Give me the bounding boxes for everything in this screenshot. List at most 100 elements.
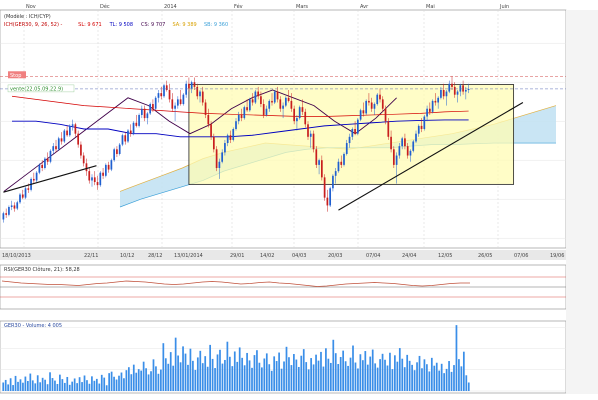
volume-bar — [317, 360, 320, 391]
candle-body — [102, 172, 104, 176]
volume-bar — [293, 354, 295, 391]
sell-label: vente(22.05.09.22.9) — [10, 86, 63, 92]
candle-body — [82, 155, 85, 164]
volume-bar — [34, 383, 37, 391]
candle-body — [431, 100, 434, 112]
volume-bar — [29, 373, 32, 391]
volume-bar — [300, 355, 303, 391]
volume-bar — [189, 348, 192, 391]
date-label: 13/01/2014 — [174, 253, 203, 259]
candle-body — [309, 133, 312, 137]
volume-bar — [408, 360, 411, 391]
volume-bar — [467, 382, 470, 391]
volume-bar — [125, 370, 128, 391]
candle-body — [41, 164, 44, 168]
candle-body — [224, 143, 226, 153]
stop-label: Stop — [10, 73, 21, 79]
candle-body — [365, 100, 368, 114]
candle-body — [121, 135, 124, 145]
volume-bar — [14, 375, 17, 391]
volume-bar — [88, 383, 91, 391]
volume-bar — [413, 370, 416, 391]
volume-bar — [49, 372, 51, 391]
month-label: Juin — [499, 4, 509, 10]
candle-body — [359, 110, 362, 120]
volume-bar — [192, 360, 194, 391]
candle-body — [2, 213, 5, 220]
volume-bar — [327, 358, 330, 391]
candle-body — [406, 146, 409, 156]
volume-bar — [216, 354, 219, 391]
candle-body — [384, 108, 387, 122]
volume-bar — [283, 361, 285, 391]
volume-bar — [270, 370, 273, 391]
volume-bar — [19, 379, 22, 391]
candle-body — [135, 122, 138, 126]
volume-bar — [211, 358, 214, 391]
candle-body — [55, 146, 57, 150]
candle-body — [104, 164, 107, 176]
kijun-line — [12, 119, 469, 138]
volume-bar — [172, 365, 175, 391]
volume-title: GER30 - Volume: 4 005 — [4, 323, 62, 329]
volume-bar — [236, 361, 239, 391]
volume-bar — [174, 337, 177, 391]
volume-bar — [196, 357, 199, 391]
volume-bar — [445, 368, 448, 391]
date-label: 20/03 — [328, 253, 342, 259]
candle-body — [143, 108, 146, 119]
volume-bar — [465, 375, 468, 391]
volume-bar — [152, 359, 155, 391]
candle-body — [262, 104, 265, 115]
candle-body — [149, 104, 152, 114]
candle-body — [379, 94, 381, 100]
volume-bar — [263, 358, 266, 391]
volume-bar — [44, 379, 46, 391]
candle-body — [212, 136, 215, 150]
volume-bar — [305, 362, 308, 391]
candle-body — [345, 143, 348, 154]
volume-bar — [256, 350, 258, 391]
volume-bar — [344, 361, 347, 391]
candle-body — [282, 105, 284, 109]
volume-bar — [209, 344, 211, 391]
candle-body — [265, 108, 268, 115]
volume-bar — [194, 369, 197, 391]
volume-bar — [93, 380, 96, 391]
volume-bar — [357, 368, 359, 391]
volume-bar — [332, 339, 335, 391]
date-label: 18/10/2013 — [2, 253, 31, 259]
candle-body — [312, 133, 315, 150]
candle-body — [129, 130, 132, 134]
volume-bar — [98, 383, 101, 391]
candle-body — [417, 125, 420, 134]
volume-bar — [261, 367, 263, 391]
candle-body — [179, 99, 182, 105]
candle-body — [254, 91, 257, 103]
candle-body — [32, 178, 35, 181]
candle-body — [110, 160, 113, 170]
volume-bar — [401, 358, 404, 391]
volume-bar — [371, 349, 374, 391]
volume-bar — [297, 366, 300, 391]
candle-body — [163, 85, 165, 97]
y-axis-background — [566, 10, 598, 394]
candle-body — [116, 149, 118, 154]
candle-body — [118, 144, 121, 154]
candle-body — [426, 108, 428, 117]
candle-body — [226, 135, 229, 144]
indicator-legend-item: SB: 9 360 — [204, 22, 228, 28]
candle-body — [381, 99, 384, 109]
volume-bar — [307, 369, 310, 391]
candle-body — [237, 114, 240, 122]
rsi-title: RSI(GER30 Clôture, 21): 58,28 — [4, 266, 80, 273]
date-label: 04/03 — [292, 253, 306, 259]
date-label: 19/06 — [550, 253, 564, 259]
tenkan-line — [11, 95, 469, 117]
volume-bar — [162, 343, 165, 391]
candle-body — [199, 91, 201, 97]
volume-bar — [325, 348, 327, 391]
volume-bar — [83, 375, 86, 391]
volume-bar — [342, 350, 345, 391]
candle-body — [318, 160, 320, 165]
